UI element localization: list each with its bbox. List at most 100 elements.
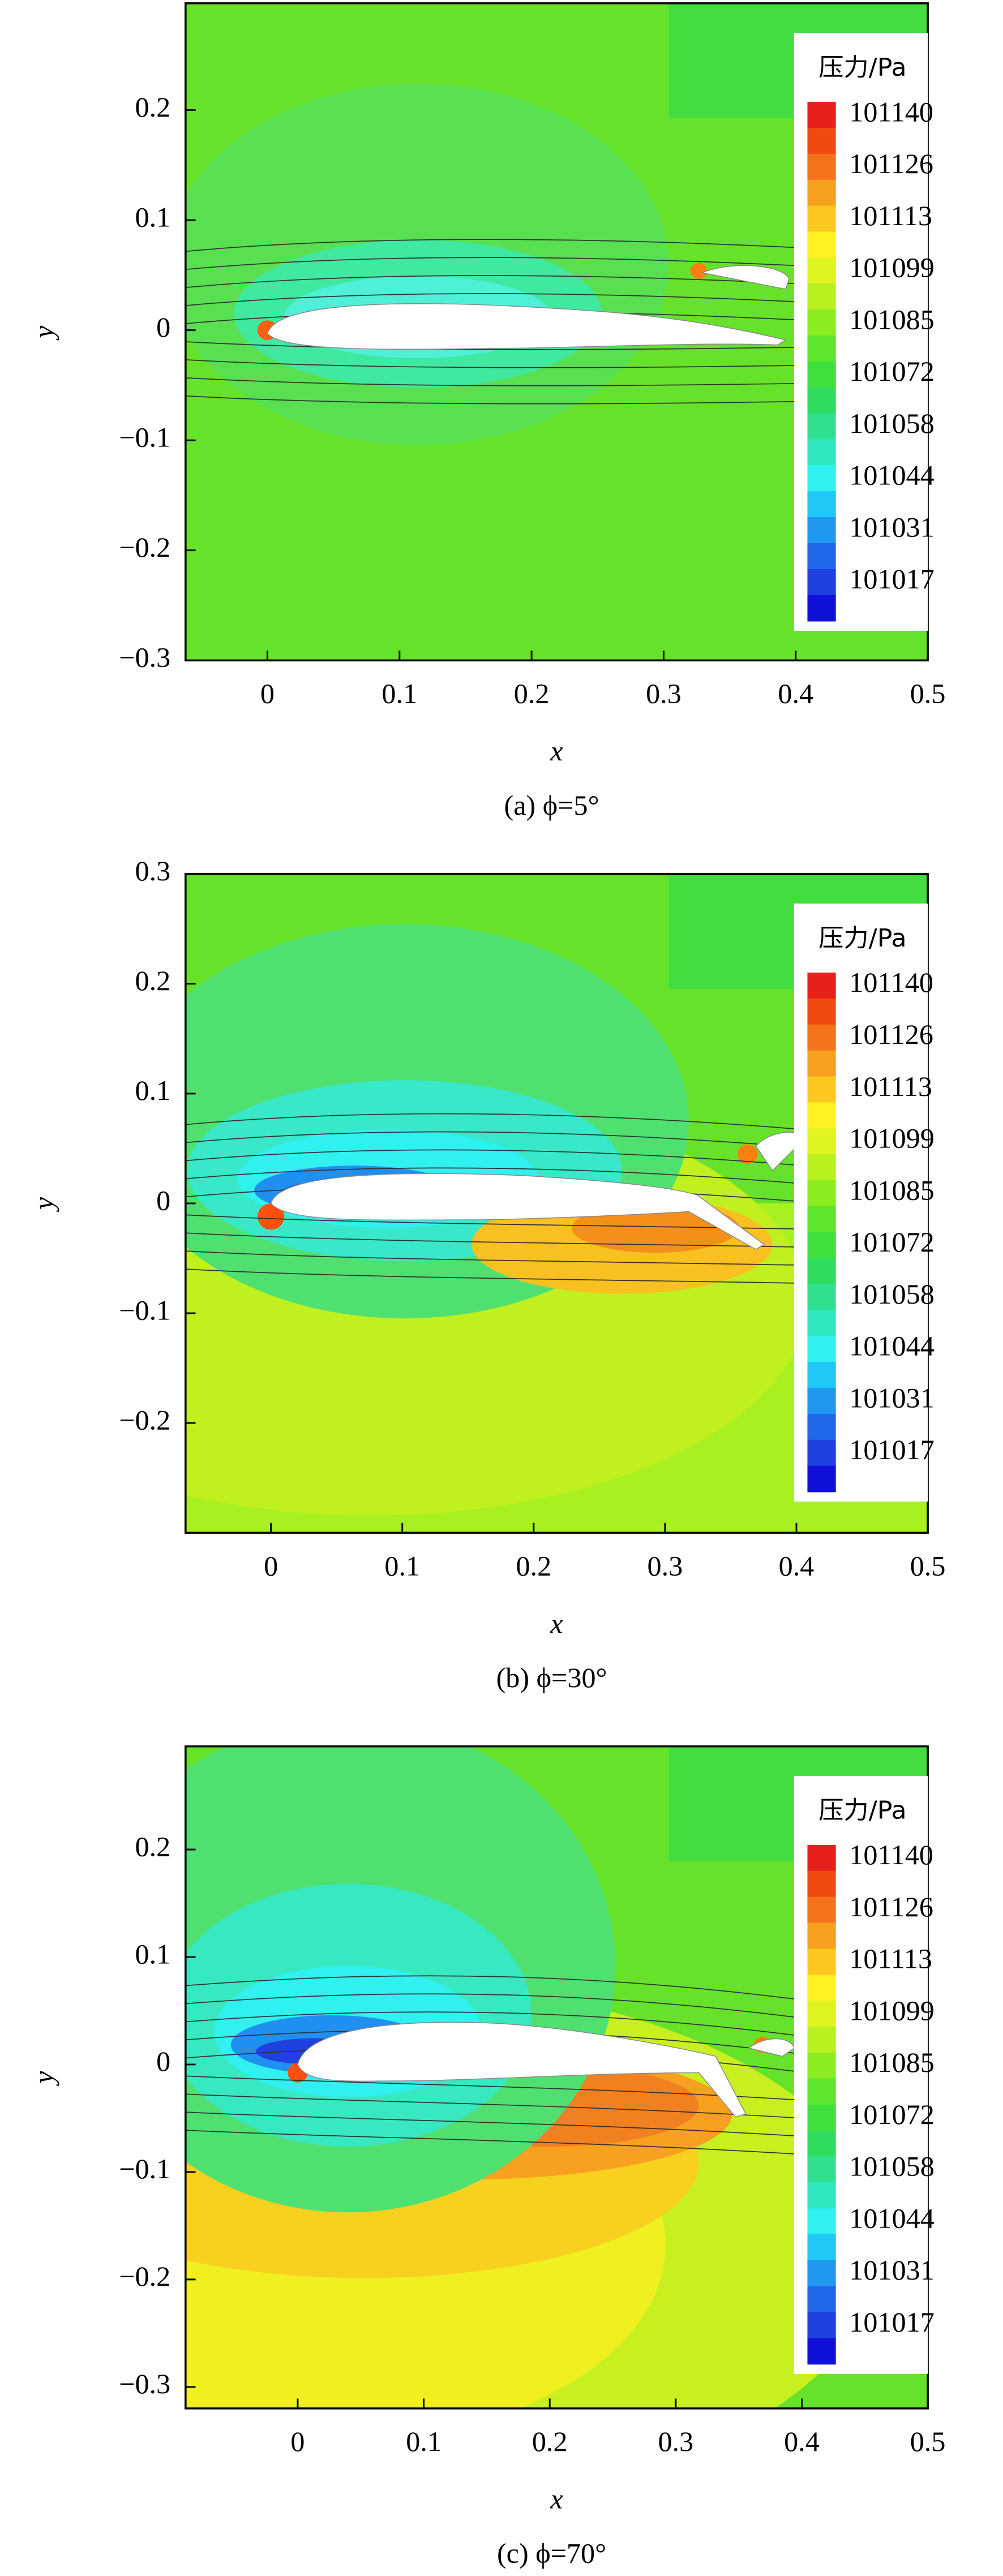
colorbar-title: 压力/Pa bbox=[818, 924, 906, 953]
x-tick-label: 0 bbox=[260, 678, 275, 709]
y-axis-label: y bbox=[28, 325, 59, 341]
colorbar-label: 101113 bbox=[849, 1943, 932, 1975]
colorbar-swatch bbox=[807, 595, 836, 622]
colorbar-swatch bbox=[807, 2286, 836, 2313]
y-tick-label: −0.2 bbox=[119, 1405, 170, 1436]
panel: 0 0.1 0.2 0.3 0.4 0.5−0.3−0.2−0.100.10.2xy(a)… bbox=[28, 2, 946, 821]
colorbar-label: 101058 bbox=[849, 1279, 935, 1310]
colorbar-swatch bbox=[807, 413, 836, 440]
y-tick-label: −0.3 bbox=[119, 642, 170, 673]
colorbar-swatch bbox=[807, 153, 836, 180]
pressure-field bbox=[185, 1746, 928, 2409]
x-tick-label: 0.5 bbox=[910, 1551, 946, 1582]
y-tick-label: −0.2 bbox=[119, 532, 170, 563]
colorbar-swatch bbox=[807, 1844, 836, 1872]
streamline bbox=[185, 275, 928, 291]
colorbar-title: 压力/Pa bbox=[818, 53, 906, 82]
colorbar-label: 101017 bbox=[849, 2307, 935, 2338]
x-tick-label: 0.2 bbox=[532, 2426, 568, 2457]
colorbar-swatch bbox=[807, 309, 836, 336]
colorbar-swatch bbox=[807, 231, 836, 259]
colorbar-label: 101085 bbox=[849, 304, 935, 336]
x-tick-label: 0.1 bbox=[406, 2426, 442, 2457]
colorbar-label: 101085 bbox=[849, 2048, 935, 2079]
colorbar-swatch bbox=[807, 127, 836, 154]
colorbar-label: 101140 bbox=[849, 967, 933, 999]
colorbar-swatch bbox=[807, 179, 836, 207]
colorbar-swatch bbox=[807, 1465, 836, 1493]
colorbar-swatch bbox=[807, 2338, 836, 2365]
colorbar-swatch bbox=[807, 491, 836, 518]
colorbar-swatch bbox=[807, 387, 836, 414]
colorbar-swatch bbox=[807, 2130, 836, 2157]
colorbar-swatch bbox=[807, 1949, 836, 1976]
y-tick-label: 0.1 bbox=[135, 202, 170, 233]
streamline bbox=[185, 359, 928, 368]
streamline bbox=[185, 341, 928, 350]
colorbar-swatch bbox=[807, 1388, 836, 1414]
colorbar-swatch bbox=[807, 361, 836, 388]
colorbar-swatch bbox=[807, 283, 836, 310]
colorbar-swatch bbox=[807, 1870, 836, 1898]
colorbar-swatch bbox=[807, 998, 836, 1025]
contour-region bbox=[737, 1144, 758, 1164]
x-tick-label: 0.5 bbox=[910, 678, 946, 709]
streamline bbox=[185, 293, 928, 309]
streamline bbox=[185, 377, 928, 386]
y-tick-label: 0.1 bbox=[135, 1939, 170, 1970]
colorbar-swatch bbox=[807, 1336, 836, 1363]
streamline bbox=[185, 1268, 928, 1287]
colorbar-label: 101072 bbox=[849, 1227, 935, 1258]
streamline bbox=[185, 1232, 928, 1250]
contour-region bbox=[690, 263, 708, 279]
colorbar-swatch bbox=[807, 1362, 836, 1388]
colorbar-swatch bbox=[807, 2078, 836, 2105]
x-tick-label: 0.3 bbox=[646, 678, 681, 709]
colorbar-swatch bbox=[807, 1258, 836, 1285]
y-axis-label: y bbox=[28, 2071, 59, 2087]
colorbar-swatch bbox=[807, 1024, 836, 1051]
y-tick-label: 0.2 bbox=[135, 1831, 170, 1863]
colorbar-label: 101058 bbox=[849, 2151, 935, 2182]
x-tick-label: 0.1 bbox=[384, 1551, 420, 1582]
x-axis-label: x bbox=[550, 1608, 563, 1639]
colorbar-swatch bbox=[807, 2182, 836, 2209]
y-tick-label: −0.3 bbox=[119, 2369, 170, 2400]
colorbar-label: 101044 bbox=[849, 1331, 935, 1362]
x-axis-label: x bbox=[550, 736, 563, 767]
colorbar-swatch bbox=[807, 2156, 836, 2183]
colorbar-swatch bbox=[807, 2234, 836, 2261]
streamline bbox=[185, 1149, 928, 1178]
y-tick-label: 0.3 bbox=[135, 855, 170, 887]
colorbar-label: 101099 bbox=[849, 252, 935, 283]
airfoil bbox=[700, 265, 790, 290]
colorbar-swatch bbox=[807, 257, 836, 285]
x-tick-label: 0.3 bbox=[648, 1551, 683, 1582]
colorbar-swatch bbox=[807, 2208, 836, 2235]
colorbar-swatch bbox=[807, 2104, 836, 2131]
airfoil bbox=[270, 1173, 765, 1250]
colorbar-swatch bbox=[807, 2001, 836, 2027]
x-tick-label: 0 bbox=[290, 2426, 305, 2457]
streamline bbox=[185, 239, 928, 255]
colorbar-swatch bbox=[807, 1413, 836, 1440]
y-tick-label: 0.2 bbox=[135, 966, 170, 997]
x-tick-label: 0.4 bbox=[778, 678, 813, 709]
panel: 0 0.1 0.2 0.3 0.4 0.5 −0.3 −0.2 −0.1 0 0.1 0.2 x y (c)… bbox=[28, 1745, 945, 2569]
colorbar-label: 101031 bbox=[849, 2255, 935, 2286]
colorbar-swatch bbox=[807, 1206, 836, 1233]
colorbar-swatch bbox=[807, 439, 836, 466]
colorbar-swatch bbox=[807, 1128, 836, 1155]
colorbar-swatch bbox=[807, 465, 836, 492]
colorbar-swatch bbox=[807, 972, 836, 999]
colorbar-swatch bbox=[807, 517, 836, 544]
colorbar-title: 压力/Pa bbox=[818, 1796, 906, 1825]
colorbar-swatch bbox=[807, 543, 836, 570]
colorbar-label: 101099 bbox=[849, 1996, 935, 2027]
colorbar-label: 101085 bbox=[849, 1175, 935, 1206]
y-tick-label: 0 bbox=[156, 312, 170, 343]
streamline bbox=[185, 1113, 928, 1142]
streamline bbox=[185, 1167, 928, 1196]
caption: (a) ϕ=5° bbox=[504, 790, 599, 821]
